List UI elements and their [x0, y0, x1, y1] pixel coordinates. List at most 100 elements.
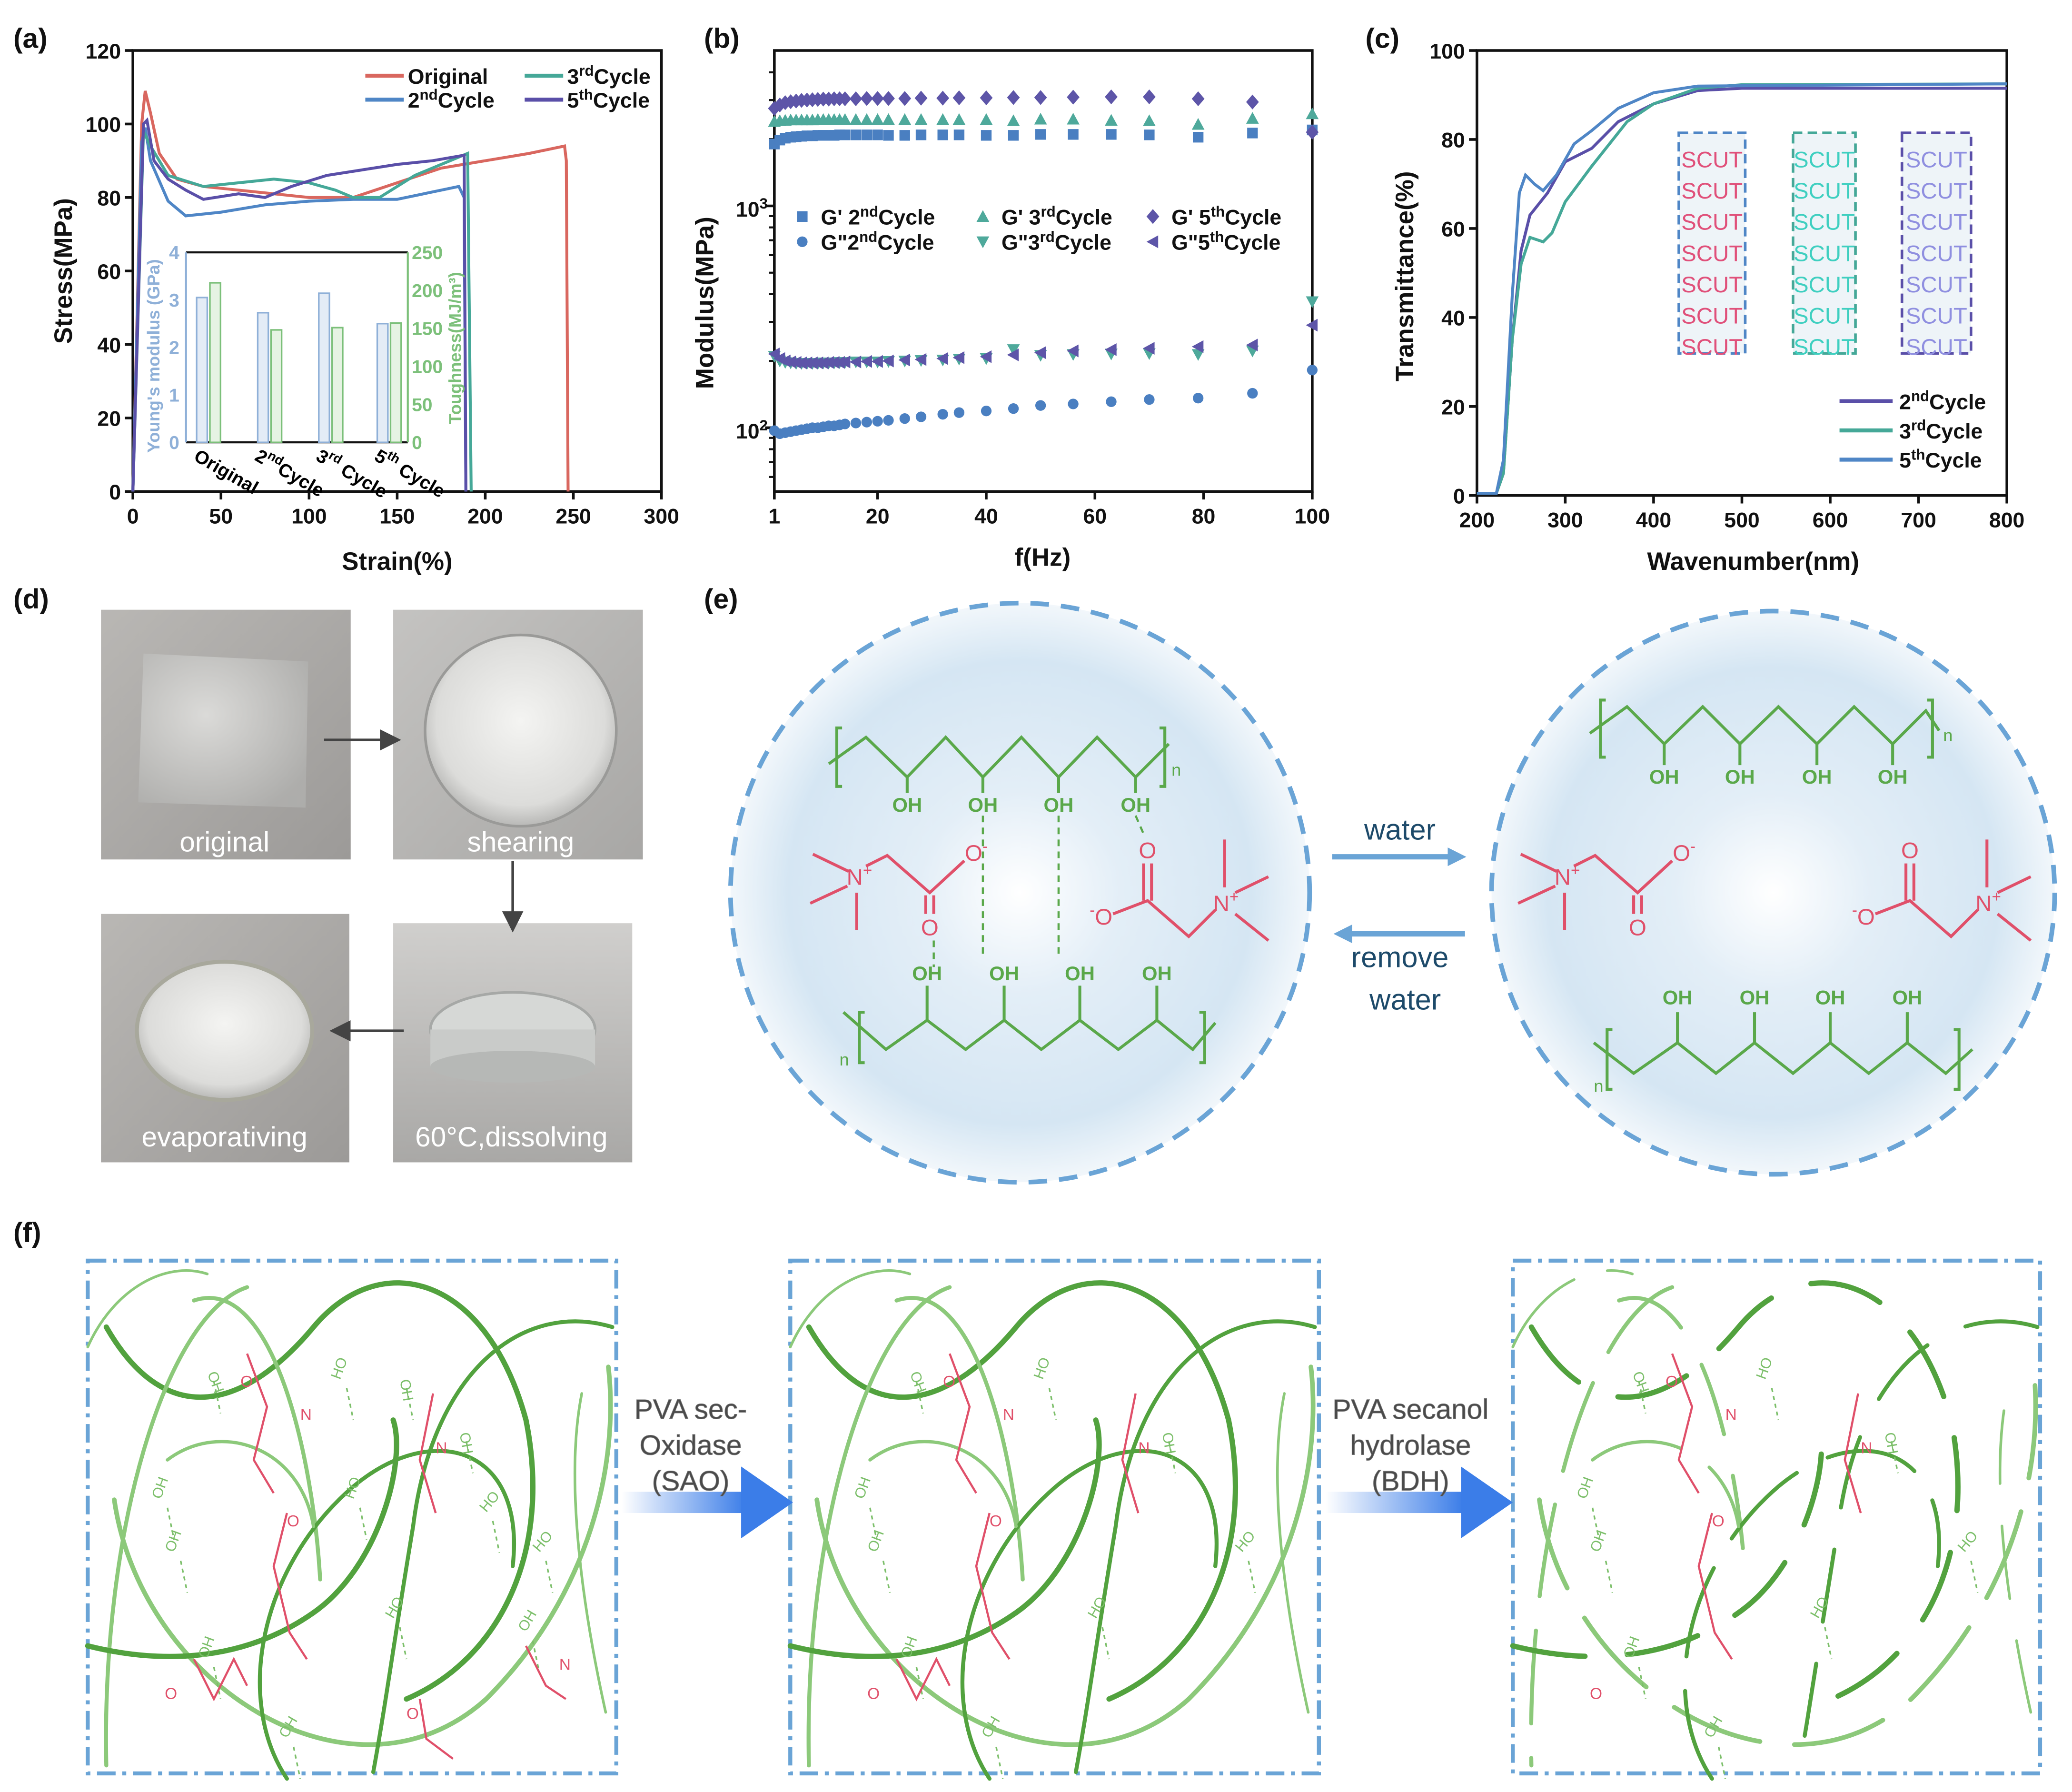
legend-marker: [976, 210, 990, 222]
atom-symbol: O: [1901, 838, 1919, 863]
x-tick-label: 250: [555, 505, 591, 528]
legend-label-after: Cycle: [877, 231, 934, 255]
petri-dish: [135, 959, 315, 1102]
hydroxyl-label: OH: [1878, 766, 1908, 788]
inset-category-label-after: Cycle: [391, 457, 448, 502]
panel-label-c: (c): [1365, 23, 1399, 54]
hydroxyl-label: OH: [892, 794, 922, 816]
x-tick-label: 20: [866, 505, 890, 528]
legend-label-text: Original: [408, 65, 488, 89]
legend-marker: [1146, 209, 1160, 224]
betaine-fragment: [272, 1513, 308, 1660]
legend-label: G"3rdCycle: [1001, 229, 1111, 255]
pva-chain: [814, 1364, 1316, 1747]
pva-backbone: [1589, 705, 1941, 746]
data-point: [871, 91, 884, 106]
legend-label: 2ndCycle: [1899, 388, 1986, 414]
atom-label: N: [1003, 1406, 1014, 1424]
x-tick-label: 1: [768, 505, 780, 528]
betaine-fragment: [418, 1393, 437, 1513]
y-tick-label-text: 10: [736, 198, 760, 221]
atom-label: O: [1590, 1685, 1602, 1703]
data-point: [1306, 124, 1319, 140]
legend-label: G"5thCycle: [1171, 229, 1280, 255]
legend-label: G' 5thCycle: [1171, 203, 1281, 229]
data-point: [1192, 132, 1204, 143]
data-point: [784, 355, 796, 368]
legend-label-sup: th: [579, 86, 593, 103]
enzyme-label: Oxidase: [640, 1430, 742, 1461]
betaine-fragment: [193, 1656, 248, 1702]
hydrogen-bond: [915, 1381, 924, 1414]
bar-youngs-modulus: [196, 297, 208, 443]
methyl-bond: [1517, 885, 1556, 905]
legend-label-sup: th: [1210, 229, 1224, 245]
methyl-bond: [812, 853, 850, 873]
data-point: [980, 90, 993, 106]
hydrogen-bond: [1101, 1627, 1110, 1660]
box-frame: [1511, 1258, 2042, 1776]
scut-text: SCUT: [1681, 335, 1743, 360]
hydrogen-bond: [1605, 1561, 1614, 1593]
pva-chain: [1591, 1440, 1741, 1528]
enzyme-arrow-sao: PVA sec- Oxidase (SAO): [621, 1394, 793, 1539]
legend-label-text: 5: [1899, 449, 1911, 472]
series-1: [769, 365, 1318, 439]
scut-text: SCUT: [1906, 179, 1967, 204]
data-point: [849, 113, 863, 125]
atom-label: O: [1712, 1513, 1725, 1530]
bracket-left: [1599, 698, 1606, 759]
atom-label: N+: [847, 862, 872, 890]
pva-chain: [806, 1280, 1239, 1702]
arrow-forward-head: [1447, 847, 1467, 866]
atom-label: O: [240, 1373, 253, 1391]
hydroxyl-label: OH: [1740, 986, 1770, 1008]
data-point: [1191, 91, 1205, 107]
legend-label-text: 2: [1899, 390, 1911, 414]
pva-chain: [1998, 1392, 2032, 1714]
x-tick-label: 100: [1295, 505, 1330, 528]
betaine-fragment: [525, 1645, 567, 1700]
y-tick-label: 80: [1441, 129, 1465, 152]
repeat-unit-n: n: [1943, 726, 1953, 745]
scut-text: SCUT: [1906, 148, 1967, 173]
legend-marker: [797, 211, 808, 222]
scut-text: SCUT: [1794, 179, 1855, 204]
bracket-left: [835, 726, 843, 788]
series-0: [769, 124, 1318, 149]
hydroxyl-label: OH: [1892, 986, 1922, 1008]
data-point: [1034, 90, 1047, 105]
atom-label: O: [867, 1685, 880, 1703]
atom-label: N+: [1975, 888, 2001, 917]
legend-marker: [976, 236, 990, 249]
enzyme-arrow-bdh: PVA secanol hydrolase (BDH): [1325, 1394, 1513, 1539]
bar-youngs-modulus: [257, 312, 269, 443]
data-point: [899, 130, 910, 141]
atom-charge: +: [1229, 888, 1239, 906]
legend-label-after: Cycle: [1926, 420, 1983, 443]
data-point: [937, 409, 948, 420]
inset-frame: [1792, 131, 1857, 355]
bracket-left: [858, 1011, 865, 1065]
photo-dissolving: 60°C,dissolving: [393, 923, 633, 1163]
legend-label-text: G"5: [1171, 231, 1210, 255]
legend-label: 5thCycle: [567, 86, 650, 112]
y-axis-label: Modulus(MPa): [691, 217, 719, 389]
panel-label-e: (e): [704, 584, 738, 615]
data-point: [849, 355, 862, 368]
hydroxyl-label: OH: [968, 794, 998, 816]
data-point: [850, 418, 862, 428]
atom-charge: +: [1992, 888, 2001, 906]
inset-right-tick-label: 50: [412, 395, 432, 415]
data-point: [1068, 398, 1079, 409]
atom-label: O: [990, 1513, 1002, 1530]
hydroxyl-label: OH: [989, 962, 1019, 985]
legend-label-after: Cycle: [1225, 206, 1281, 229]
hydrogen-bond: [545, 1561, 554, 1593]
betaine-fragment: [1844, 1393, 1862, 1513]
data-point: [1192, 393, 1204, 404]
data-point: [1143, 89, 1156, 105]
y-tick-label: 102: [736, 417, 768, 443]
pva-backbone: [1593, 1041, 1973, 1075]
